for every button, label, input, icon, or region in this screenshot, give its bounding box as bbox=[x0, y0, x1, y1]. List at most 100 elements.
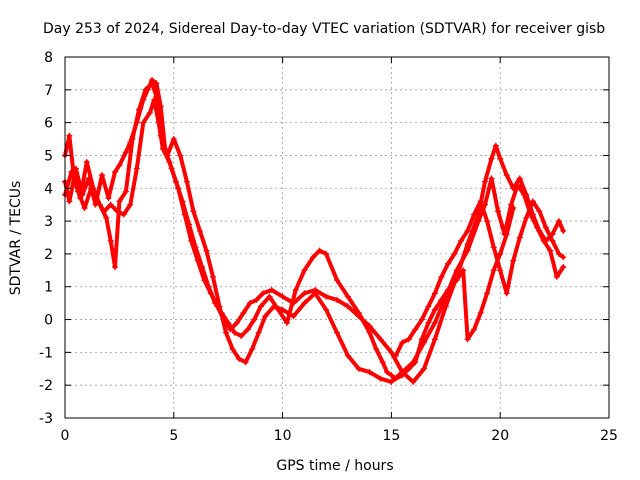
data-point bbox=[334, 296, 340, 303]
data-point bbox=[177, 152, 184, 159]
series-track-3 bbox=[62, 96, 517, 382]
data-point bbox=[521, 191, 528, 198]
data-point bbox=[484, 218, 491, 225]
data-point bbox=[279, 293, 286, 300]
data-point bbox=[116, 198, 123, 205]
x-tick-label: 15 bbox=[382, 428, 400, 444]
data-point bbox=[547, 247, 554, 254]
data-point bbox=[301, 267, 308, 274]
data-point bbox=[418, 336, 425, 343]
data-point bbox=[283, 319, 290, 326]
data-point bbox=[129, 136, 136, 143]
data-point bbox=[146, 109, 153, 116]
data-point bbox=[112, 168, 119, 175]
data-point bbox=[203, 247, 210, 254]
data-point bbox=[166, 159, 173, 166]
data-point bbox=[481, 178, 488, 185]
data-point bbox=[508, 201, 515, 208]
data-point bbox=[431, 290, 438, 297]
data-point bbox=[262, 313, 269, 320]
data-point bbox=[503, 231, 510, 238]
data-point bbox=[225, 319, 232, 326]
data-point bbox=[488, 175, 495, 182]
data-point bbox=[392, 352, 399, 359]
y-tick-label: -2 bbox=[39, 378, 53, 394]
data-point bbox=[81, 204, 88, 211]
data-point bbox=[334, 277, 340, 284]
data-point bbox=[268, 287, 275, 294]
data-point bbox=[484, 290, 491, 297]
data-point bbox=[560, 254, 567, 261]
data-point bbox=[405, 336, 412, 343]
data-point bbox=[114, 208, 121, 215]
data-point bbox=[316, 247, 323, 254]
y-tick-label: 5 bbox=[44, 148, 53, 164]
data-point bbox=[133, 165, 140, 172]
data-point bbox=[323, 250, 330, 257]
series-track-4 bbox=[392, 198, 567, 359]
data-point bbox=[471, 211, 478, 218]
data-point bbox=[421, 365, 428, 372]
data-point bbox=[460, 267, 467, 274]
data-point bbox=[425, 303, 432, 310]
data-point bbox=[260, 290, 267, 297]
data-point bbox=[412, 359, 419, 366]
data-point bbox=[344, 303, 351, 310]
data-point bbox=[488, 155, 495, 162]
data-point bbox=[497, 250, 504, 257]
data-point bbox=[107, 237, 114, 244]
data-point bbox=[112, 264, 119, 271]
data-point bbox=[373, 346, 380, 353]
data-point bbox=[205, 283, 212, 290]
data-point bbox=[249, 346, 256, 353]
data-point bbox=[68, 168, 75, 175]
data-point bbox=[292, 287, 299, 294]
data-point bbox=[540, 237, 547, 244]
y-tick-label: 0 bbox=[44, 313, 53, 329]
data-point bbox=[275, 306, 282, 313]
data-point bbox=[490, 244, 497, 251]
data-point bbox=[560, 264, 567, 271]
data-point bbox=[549, 237, 556, 244]
data-point bbox=[471, 326, 478, 333]
data-point bbox=[399, 372, 406, 379]
y-tick-label: -1 bbox=[39, 345, 53, 361]
data-point bbox=[151, 96, 158, 103]
data-point bbox=[477, 198, 484, 205]
data-point bbox=[209, 273, 216, 280]
data-point bbox=[399, 339, 406, 346]
data-point bbox=[238, 332, 245, 339]
x-tick-label: 25 bbox=[600, 428, 618, 444]
data-point bbox=[384, 369, 391, 376]
data-point bbox=[490, 267, 497, 274]
data-point bbox=[75, 188, 82, 195]
y-tick-label: 3 bbox=[44, 214, 53, 230]
data-point bbox=[190, 208, 197, 215]
data-point bbox=[431, 306, 438, 313]
data-point bbox=[497, 267, 504, 274]
data-point bbox=[536, 208, 543, 215]
data-point bbox=[122, 188, 129, 195]
data-point bbox=[392, 375, 399, 382]
data-point bbox=[388, 378, 395, 385]
data-point bbox=[127, 201, 134, 208]
series-group bbox=[62, 76, 567, 385]
data-point bbox=[534, 224, 541, 231]
data-point bbox=[153, 93, 160, 100]
data-point bbox=[323, 293, 330, 300]
data-point bbox=[477, 309, 484, 316]
data-point bbox=[377, 375, 384, 382]
data-point bbox=[431, 336, 438, 343]
data-point bbox=[83, 159, 90, 166]
data-point bbox=[172, 178, 179, 185]
chart-title: Day 253 of 2024, Sidereal Day-to-day VTE… bbox=[43, 21, 605, 37]
data-point bbox=[66, 198, 73, 205]
data-point bbox=[183, 178, 190, 185]
data-point bbox=[475, 218, 482, 225]
data-point bbox=[334, 329, 340, 336]
data-point bbox=[516, 175, 523, 182]
data-point bbox=[553, 273, 560, 280]
data-point bbox=[323, 306, 330, 313]
y-tick-label: -3 bbox=[39, 411, 53, 427]
